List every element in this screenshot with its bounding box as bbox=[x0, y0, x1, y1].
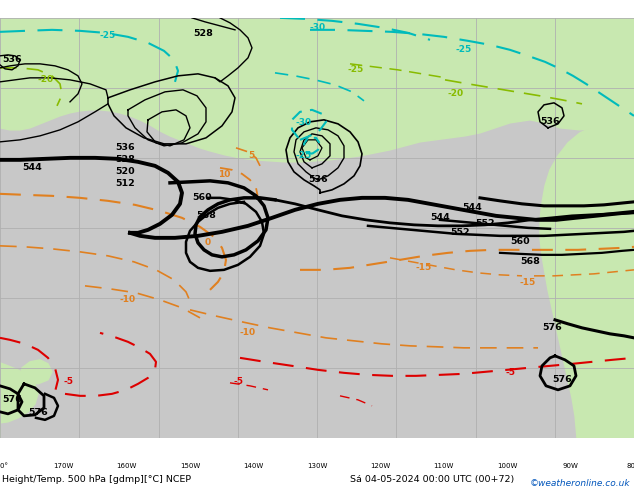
Text: 110W: 110W bbox=[434, 463, 454, 469]
Polygon shape bbox=[540, 118, 634, 438]
Text: 576: 576 bbox=[552, 375, 572, 384]
Text: 560: 560 bbox=[192, 194, 212, 202]
Text: -5: -5 bbox=[64, 377, 74, 386]
Text: -15: -15 bbox=[520, 278, 536, 287]
Text: -30: -30 bbox=[310, 24, 326, 32]
Text: 576: 576 bbox=[542, 323, 562, 332]
Text: 576: 576 bbox=[28, 408, 48, 417]
Text: Height/Temp. 500 hPa [gdmp][°C] NCEP: Height/Temp. 500 hPa [gdmp][°C] NCEP bbox=[2, 475, 191, 484]
Text: 0: 0 bbox=[205, 238, 211, 247]
Text: 560: 560 bbox=[510, 237, 529, 246]
Polygon shape bbox=[0, 363, 38, 438]
Polygon shape bbox=[0, 18, 634, 162]
Text: 536: 536 bbox=[2, 55, 22, 64]
Text: 544: 544 bbox=[462, 203, 482, 212]
Text: -20: -20 bbox=[38, 75, 54, 84]
Text: -15: -15 bbox=[415, 263, 431, 272]
Text: -5: -5 bbox=[505, 368, 515, 377]
Polygon shape bbox=[20, 360, 52, 384]
Text: -5: -5 bbox=[234, 377, 244, 386]
Text: -25: -25 bbox=[456, 46, 472, 54]
Text: Sá 04-05-2024 00:00 UTC (00+72): Sá 04-05-2024 00:00 UTC (00+72) bbox=[350, 475, 514, 484]
Text: -20: -20 bbox=[448, 89, 464, 98]
Text: 552: 552 bbox=[450, 228, 470, 237]
Text: 140W: 140W bbox=[243, 463, 264, 469]
Text: 130W: 130W bbox=[307, 463, 327, 469]
Text: 180°: 180° bbox=[0, 463, 8, 469]
Text: -25: -25 bbox=[100, 31, 116, 40]
Text: 528: 528 bbox=[115, 155, 135, 164]
Text: 100W: 100W bbox=[497, 463, 517, 469]
Text: 536: 536 bbox=[115, 144, 134, 152]
Text: 536: 536 bbox=[308, 175, 328, 184]
Text: 10: 10 bbox=[218, 171, 230, 179]
Text: -10: -10 bbox=[240, 328, 256, 337]
Text: ©weatheronline.co.uk: ©weatheronline.co.uk bbox=[529, 479, 630, 488]
Text: -10: -10 bbox=[120, 295, 136, 304]
Text: 170W: 170W bbox=[53, 463, 74, 469]
Text: 160W: 160W bbox=[117, 463, 137, 469]
Text: 552: 552 bbox=[475, 220, 495, 228]
Text: 568: 568 bbox=[196, 211, 216, 220]
Text: 150W: 150W bbox=[180, 463, 200, 469]
Text: 536: 536 bbox=[540, 117, 560, 126]
Text: 520: 520 bbox=[115, 168, 134, 176]
Text: -25: -25 bbox=[348, 65, 365, 74]
Text: -30: -30 bbox=[295, 119, 311, 127]
Text: 120W: 120W bbox=[370, 463, 391, 469]
Text: 576: 576 bbox=[2, 395, 22, 404]
Text: 544: 544 bbox=[430, 213, 450, 222]
Text: -25: -25 bbox=[295, 151, 311, 160]
Text: 5: 5 bbox=[248, 151, 254, 160]
Text: 512: 512 bbox=[115, 179, 135, 188]
Text: 90W: 90W bbox=[562, 463, 579, 469]
Text: 80W: 80W bbox=[626, 463, 634, 469]
Text: 544: 544 bbox=[22, 163, 42, 172]
Text: 528: 528 bbox=[193, 29, 213, 38]
Text: 568: 568 bbox=[520, 257, 540, 267]
